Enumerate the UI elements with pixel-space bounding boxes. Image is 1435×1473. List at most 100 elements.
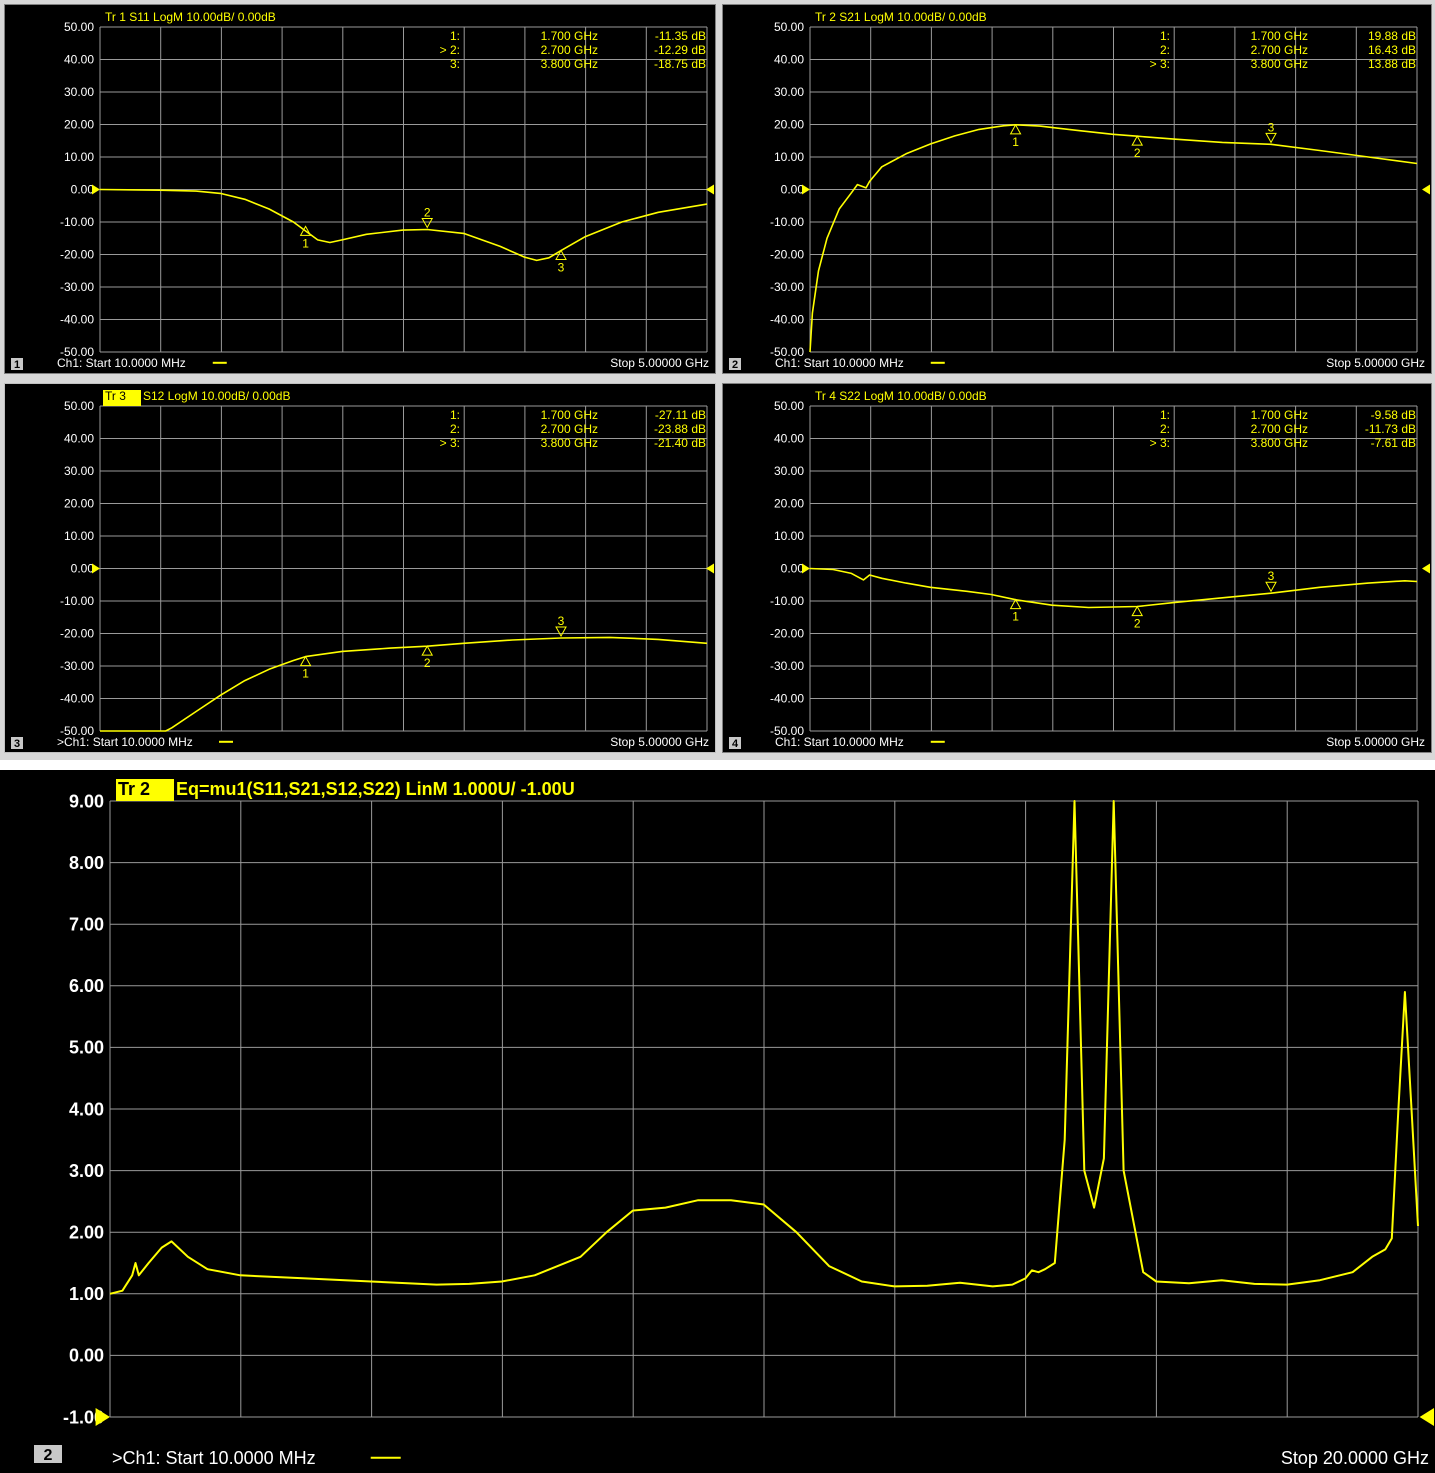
reference-level-right-arrow	[706, 563, 714, 574]
marker-readout-frequency: 2.700 GHz	[541, 422, 598, 436]
channel-window-number: 2	[44, 1447, 53, 1464]
grid	[109, 800, 1419, 1418]
marker-readout-label: 2:	[1160, 422, 1170, 436]
marker-number: 1	[1012, 610, 1019, 624]
footer-stop-label: Stop 5.00000 GHz	[1326, 735, 1425, 749]
y-tick-label: 30.00	[774, 464, 804, 478]
marker-readout-frequency: 1.700 GHz	[541, 29, 598, 43]
marker-readout-value: -7.61 dB	[1371, 436, 1416, 450]
footer-stop-label: Stop 20.0000 GHz	[1281, 1448, 1429, 1468]
y-tick-label: 20.00	[64, 118, 94, 132]
y-tick-label: -50.00	[770, 724, 804, 738]
reference-level-right-arrow	[706, 184, 714, 195]
y-tick-label: 0.00	[71, 562, 95, 576]
mu-stability-chart: 9.00 8.00 7.00 6.00 5.00 4.00 3.00 2.00 1.00 0.00…	[0, 770, 1435, 1473]
y-tick-label: 0.00	[69, 1346, 104, 1366]
y-tick-label: 9.00	[69, 791, 104, 811]
marker-triangle	[1265, 581, 1277, 593]
trace-line	[99, 188, 708, 262]
marker-readout-label: 1:	[1160, 29, 1170, 43]
channel-window-number-box	[729, 358, 741, 370]
marker-number: 2	[1134, 617, 1141, 631]
y-tick-label: 6.00	[69, 976, 104, 996]
y-tick-label: -40.00	[770, 692, 804, 706]
marker-number: 1	[1012, 135, 1019, 149]
panel-s12[interactable]: 50.00 40.00 30.00 20.00 10.00 0.00 -10.00 -20.0…	[4, 383, 716, 753]
y-tick-label: 5.00	[69, 1038, 104, 1058]
y-tick-label: 20.00	[64, 497, 94, 511]
active-trace-highlight	[116, 779, 174, 801]
channel-window-number: 2	[732, 359, 738, 371]
plot-background	[0, 770, 1435, 1473]
panel-s21[interactable]: 50.00 40.00 30.00 20.00 10.00 0.00 -10.00 -20.0…	[722, 4, 1432, 374]
panel-s11[interactable]: 50.00 40.00 30.00 20.00 10.00 0.00 -10.00 -20.0…	[4, 4, 716, 374]
footer-start-label: Ch1: Start 10.0000 MHz	[57, 356, 186, 370]
four-trace-display: 50.00 40.00 30.00 20.00 10.00 0.00 -10.00 -20.0…	[0, 0, 1435, 760]
y-tick-label: 50.00	[64, 399, 94, 413]
mu-stability-display[interactable]: 9.00 8.00 7.00 6.00 5.00 4.00 3.00 2.00 1.00 0.00…	[0, 770, 1435, 1473]
y-tick-label: 40.00	[774, 432, 804, 446]
s11-chart: 50.00 40.00 30.00 20.00 10.00 0.00 -10.00 -20.0…	[5, 5, 715, 373]
reference-level-left-arrow	[92, 563, 100, 574]
reference-level-right-arrow	[1419, 1408, 1434, 1426]
marker-readout-frequency: 3.800 GHz	[1251, 57, 1308, 71]
marker-readout-value: -9.58 dB	[1371, 408, 1416, 422]
channel-window-number: 1	[14, 359, 20, 371]
y-tick-label: 50.00	[774, 20, 804, 34]
trace-title: Tr 2 S21 LogM 10.00dB/ 0.00dB	[815, 10, 987, 24]
marker-readout-frequency: 3.800 GHz	[1251, 436, 1308, 450]
panel-s22[interactable]: 50.00 40.00 30.00 20.00 10.00 0.00 -10.00 -20.0…	[722, 383, 1432, 753]
marker-readout-frequency: 2.700 GHz	[541, 43, 598, 57]
trace-title: Tr 1 S11 LogM 10.00dB/ 0.00dB	[105, 10, 276, 24]
marker-readout-label: 2:	[1160, 43, 1170, 57]
y-tick-label: 20.00	[774, 118, 804, 132]
y-tick-label: 2.00	[69, 1223, 104, 1243]
marker-triangle	[1265, 132, 1277, 144]
y-tick-label: 30.00	[64, 85, 94, 99]
footer-stop-label: Stop 5.00000 GHz	[1326, 356, 1425, 370]
trace-line	[809, 124, 1418, 353]
reference-level-left-arrow	[802, 563, 810, 574]
footer-start-label: Ch1: Start 10.0000 MHz	[775, 735, 904, 749]
y-tick-label: 40.00	[64, 53, 94, 67]
reference-level-left-arrow	[802, 184, 810, 195]
y-tick-label: 30.00	[64, 464, 94, 478]
marker-readout-value: 19.88 dB	[1368, 29, 1416, 43]
marker-readout-value: -12.29 dB	[654, 43, 706, 57]
marker-readout-value: -27.11 dB	[655, 408, 706, 422]
marker-readout-label: 1:	[450, 29, 460, 43]
marker-number: 2	[424, 656, 431, 670]
y-tick-label: 10.00	[774, 529, 804, 543]
marker-triangle	[1131, 605, 1144, 617]
marker-triangle	[1009, 123, 1022, 135]
y-tick-label: -40.00	[770, 313, 804, 327]
marker-readout-value: -11.35 dB	[655, 29, 706, 43]
y-tick-label: 10.00	[774, 150, 804, 164]
y-tick-label: -20.00	[60, 627, 94, 641]
marker-triangle	[555, 249, 567, 260]
y-tick-label: 4.00	[69, 1099, 104, 1119]
grid	[99, 26, 708, 353]
y-tick-label: 20.00	[774, 497, 804, 511]
marker-readout-label: 3:	[450, 57, 460, 71]
marker-readout-frequency: 1.700 GHz	[541, 408, 598, 422]
channel-window-number-box	[11, 737, 23, 749]
marker-triangle	[299, 225, 312, 236]
marker-readout-label: 1:	[450, 408, 460, 422]
footer-stop-label: Stop 5.00000 GHz	[610, 735, 709, 749]
y-tick-label: 3.00	[69, 1161, 104, 1181]
marker-readout-frequency: 2.700 GHz	[1251, 43, 1308, 57]
marker-triangle	[1131, 135, 1144, 146]
y-tick-label: -40.00	[60, 692, 94, 706]
marker-triangle	[555, 626, 567, 638]
marker-readout-value: -11.73 dB	[1365, 422, 1416, 436]
marker-triangle	[421, 645, 434, 656]
marker-readout-label: > 3:	[440, 436, 460, 450]
y-tick-label: -20.00	[60, 248, 94, 262]
marker-triangle	[421, 217, 434, 229]
y-tick-label: -50.00	[60, 724, 94, 738]
channel-window-number-box	[729, 737, 741, 749]
active-trace-highlight	[103, 390, 141, 406]
marker-readout-frequency: 3.800 GHz	[541, 57, 598, 71]
y-tick-label: 40.00	[64, 432, 94, 446]
